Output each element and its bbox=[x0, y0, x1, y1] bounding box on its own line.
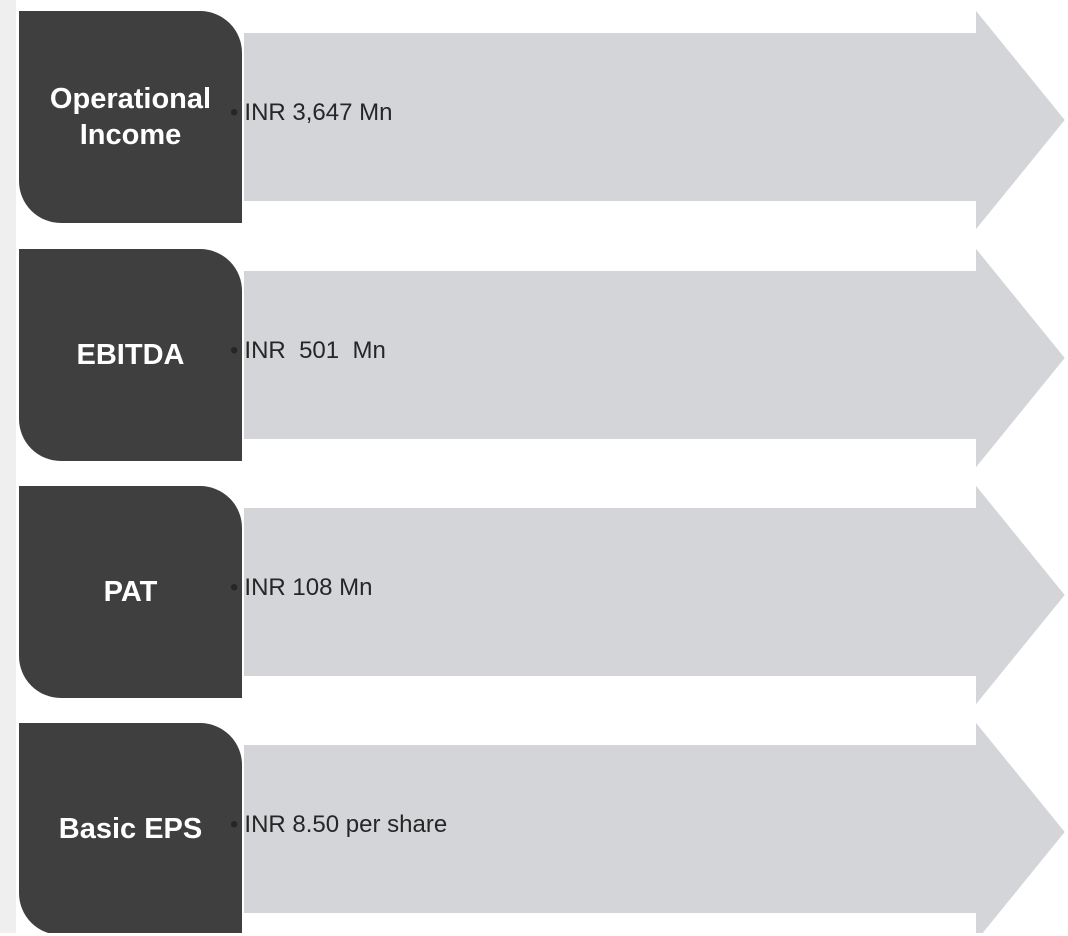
item-bullet: • INR 3,647 Mn bbox=[230, 10, 392, 216]
label-box bbox=[17, 721, 244, 933]
item-label: Operational Income bbox=[18, 10, 243, 224]
item-bullet: • INR 8.50 per share bbox=[230, 722, 447, 928]
left-strip bbox=[0, 0, 16, 933]
item-label: PAT bbox=[18, 485, 243, 699]
item-text: INR 3,647 Mn bbox=[244, 99, 393, 126]
bullet-dot: • bbox=[230, 574, 239, 601]
item-text: INR 108 Mn bbox=[244, 574, 373, 601]
bullet-dot: • bbox=[230, 99, 239, 126]
bullet-dot: • bbox=[230, 811, 239, 838]
item-label-text: PAT bbox=[103, 575, 158, 608]
item-label-text: EBITDA bbox=[76, 338, 185, 371]
item-text: INR 8.50 per share bbox=[244, 811, 448, 838]
arrow bbox=[242, 5, 1068, 235]
item-text: INR 501 Mn bbox=[244, 337, 386, 364]
item-label: Basic EPS bbox=[18, 722, 243, 936]
arrow bbox=[242, 243, 1068, 473]
label-box bbox=[17, 484, 244, 700]
label-box bbox=[17, 247, 244, 463]
item-label-text: Basic EPS bbox=[58, 812, 203, 845]
bullet-dot: • bbox=[230, 337, 239, 364]
item-bullet: • INR 108 Mn bbox=[230, 485, 372, 691]
item-label-text: Operational Income bbox=[49, 82, 212, 151]
label-box bbox=[17, 9, 244, 225]
item-label: EBITDA bbox=[18, 248, 243, 462]
arrow bbox=[242, 480, 1068, 710]
item-bullet: • INR 501 Mn bbox=[230, 248, 386, 454]
arrow bbox=[242, 717, 1068, 933]
